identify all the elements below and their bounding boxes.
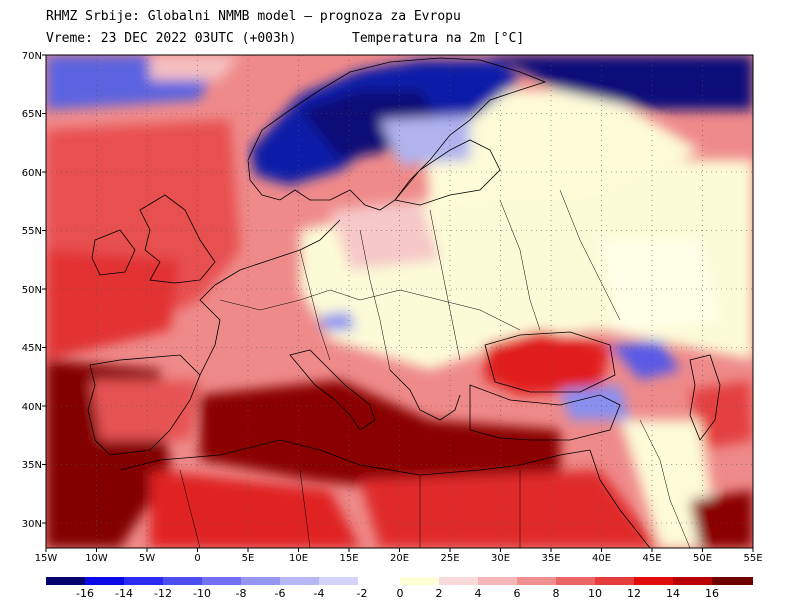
colorbar-label: -6 [274,587,286,600]
lon-label: 40E [592,553,611,564]
colorbar-swatch [85,577,124,585]
colorbar-label: -10 [193,587,211,600]
colorbar-swatch [673,577,712,585]
lat-label: 45N [22,343,42,354]
variable-label: Temperatura na 2m [°C] [352,31,525,46]
lon-label: 0 [194,553,200,564]
colorbar-swatch [712,577,753,585]
colorbar [46,577,753,585]
lon-label: 15E [339,553,358,564]
coastlines [87,57,721,548]
lat-label: 50N [22,285,42,296]
forecast-time: Vreme: 23 DEC 2022 03UTC (+003h) [46,31,297,46]
colorbar-swatch [556,577,595,585]
colorbar-label: -8 [235,587,247,600]
lat-label: 55N [22,226,42,237]
lon-label: 10W [85,553,108,564]
axis-ticks [42,54,754,552]
colorbar-swatch [517,577,556,585]
colorbar-swatch [280,577,319,585]
lon-label: 35E [541,553,560,564]
colorbar-swatch [124,577,163,585]
lon-label: 55E [743,553,762,564]
colorbar-swatch [439,577,478,585]
colorbar-label: 2 [435,587,443,600]
lon-label: 25E [440,553,459,564]
colorbar-swatch [595,577,634,585]
map-title: RHMZ Srbije: Globalni NMMB model — progn… [46,9,461,24]
colorbar-label: 14 [666,587,680,600]
colorbar-label: 10 [588,587,602,600]
colorbar-swatch [241,577,280,585]
lon-label: 5E [242,553,255,564]
colorbar-swatch [319,577,358,585]
colorbar-label: 6 [513,587,521,600]
colorbar-swatch [202,577,241,585]
colorbar-label: 12 [627,587,641,600]
borders [179,189,691,548]
colorbar-swatch [163,577,202,585]
lon-label: 50E [693,553,712,564]
lon-label: 10E [289,553,308,564]
lon-label: 45E [642,553,661,564]
colorbar-label: -12 [154,587,172,600]
colorbar-swatch [400,577,439,585]
lat-label: 70N [22,51,42,62]
graticule [46,55,753,548]
colorbar-swatch [634,577,673,585]
colorbar-label: -2 [356,587,368,600]
colorbar-label: 4 [474,587,482,600]
lon-label: 5W [139,553,155,564]
colorbar-label: 0 [396,587,404,600]
lon-label: 20E [390,553,409,564]
colorbar-label: 8 [552,587,560,600]
colorbar-label: -14 [115,587,133,600]
lat-label: 60N [22,168,42,179]
colorbar-swatch [478,577,517,585]
lat-label: 35N [22,460,42,471]
latitude-labels: 70N 65N 60N 55N 50N 45N 40N 35N 30N [22,51,42,530]
colorbar-swatch [46,577,85,585]
temperature-field [46,55,753,548]
colorbar-label: 16 [705,587,719,600]
lon-label: 30E [491,553,510,564]
longitude-labels: 15W 10W 5W 0 5E 10E 15E 20E 25E 30E 35E … [35,553,763,564]
colorbar-label: -4 [313,587,325,600]
lon-label: 15W [35,553,58,564]
lat-label: 40N [22,402,42,413]
colorbar-label: -16 [76,587,94,600]
lat-label: 30N [22,519,42,530]
lat-label: 65N [22,109,42,120]
